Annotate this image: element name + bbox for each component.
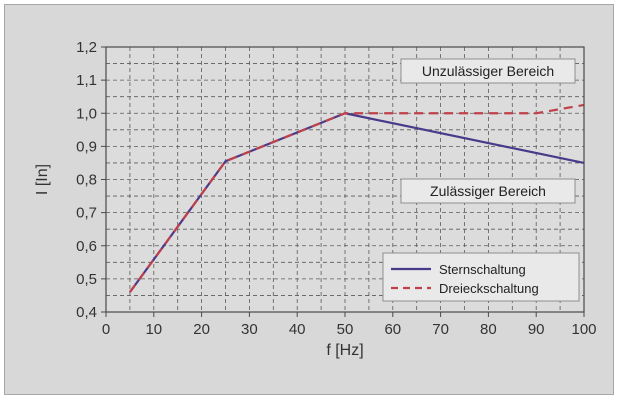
chart-figure: 0 10 20 30 40 50 60 70 80 90 100 0,4 0,5 0,6 0,7 0,8 0,…: [4, 4, 614, 395]
series-group: [129, 103, 585, 293]
line-chart: 0 10 20 30 40 50 60 70 80 90 100 0,40,50,60,70,80,…: [34, 39, 597, 359]
y-tick-label: 0,5: [76, 271, 97, 288]
legend-label-sternschaltung: Sternschaltung: [439, 262, 526, 277]
y-axis-label: I [In]: [34, 164, 51, 195]
y-tick-label: 0,9: [76, 138, 97, 155]
zulaessig-region-label: Zulässiger Bereich: [430, 183, 546, 199]
legend-label-dreieckschaltung: Dreieckschaltung: [439, 281, 539, 296]
x-tick-label: 70: [432, 321, 449, 338]
x-tick-label: 100: [571, 321, 596, 338]
legend: Sternschaltung Dreieckschaltung: [382, 252, 580, 302]
x-tick-label: 40: [289, 321, 306, 338]
unzulaessig-region-box: Unzulässiger Bereich: [400, 58, 576, 84]
x-tick-label: 80: [480, 321, 497, 338]
x-axis-label: f [Hz]: [326, 342, 363, 359]
x-tick-label: 50: [337, 321, 354, 338]
y-tick-labels: 0,4 0,5 0,6 0,7 0,8 0,9 1,0 1,1 1,2: [76, 39, 97, 321]
y-tick-label: 0,4: [76, 304, 97, 321]
x-tick-label: 60: [384, 321, 401, 338]
x-tick-label: 10: [145, 321, 162, 338]
x-tick-label: 90: [528, 321, 545, 338]
unzulaessig-region-label: Unzulässiger Bereich: [422, 63, 554, 79]
x-tick-label: 30: [241, 321, 258, 338]
x-tick-label: 20: [193, 321, 210, 338]
zulaessig-region-box: Zulässiger Bereich: [400, 178, 576, 204]
y-tick-label: 1,2: [76, 39, 97, 56]
y-tick-label: 0,6: [76, 238, 97, 255]
axes: [101, 46, 585, 317]
y-tick-label: 1,1: [76, 72, 97, 89]
y-tick-label: 1,0: [76, 105, 97, 122]
x-tick-label: 0: [102, 321, 110, 338]
series-line-dreieckschaltung: [129, 103, 585, 293]
y-tick-label: 0,7: [76, 205, 97, 222]
y-tick-label: 0,8: [76, 172, 97, 189]
x-tick-labels: 0 10 20 30 40 50 60 70 80 90 100: [102, 321, 597, 338]
